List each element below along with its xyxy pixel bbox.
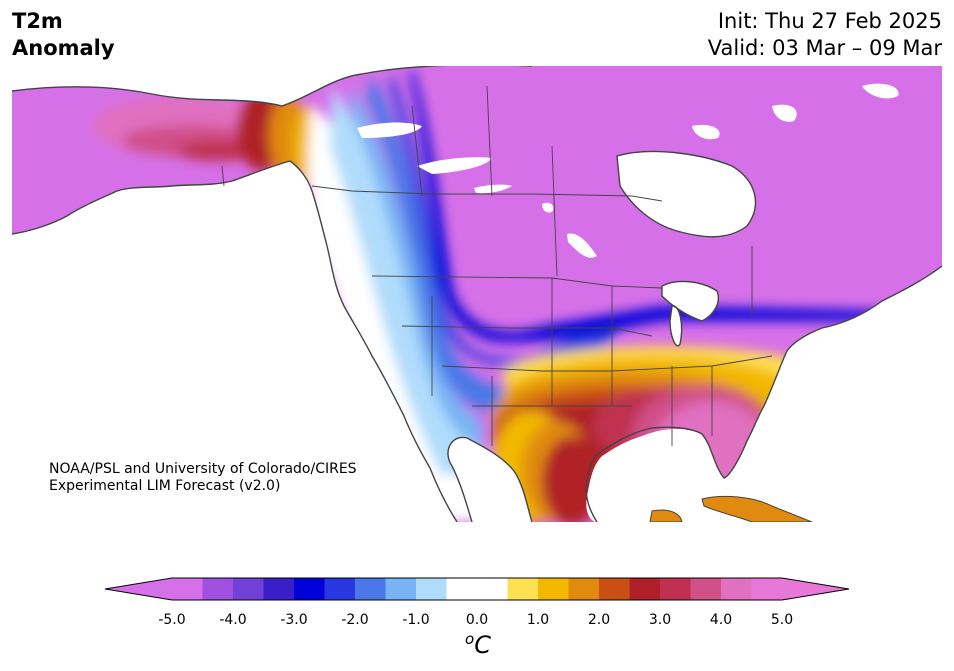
colorbar-tick-label: -5.0: [158, 612, 186, 628]
colorbar-tick-label: 3.0: [648, 612, 672, 628]
credit-line-2: Experimental LIM Forecast (v2.0): [49, 478, 281, 494]
colorbar-over-arrow: [782, 578, 849, 600]
colorbar-outline: [104, 577, 850, 601]
colorbar-tick-label: -2.0: [341, 612, 369, 628]
forecast-dates: Init: Thu 27 Feb 2025 Valid: 03 Mar – 09…: [708, 8, 942, 62]
colorbar-cell: [538, 578, 569, 600]
unit-degree: o: [465, 630, 475, 648]
colorbar-tick-label: 0.0: [465, 612, 489, 628]
colorbar-cell: [660, 578, 691, 600]
colorbar: [104, 577, 850, 601]
colorbar-cell: [324, 578, 356, 600]
colorbar-cell: [477, 578, 508, 600]
colorbar-tick-label: 1.0: [526, 612, 550, 628]
colorbar-cell: [751, 578, 783, 600]
colorbar-cell: [629, 578, 661, 600]
colorbar-tick-label: 5.0: [770, 612, 794, 628]
colorbar-cell: [202, 578, 234, 600]
water-bodies: [357, 83, 899, 346]
init-date: Init: Thu 27 Feb 2025: [717, 9, 942, 33]
colorbar-tick-label: -3.0: [280, 612, 308, 628]
colorbar-tick-label: -4.0: [219, 612, 247, 628]
colorbar-cell: [599, 578, 630, 600]
colorbar-cell: [507, 578, 539, 600]
colorbar-cell: [721, 578, 752, 600]
colorbar-cell: [416, 578, 447, 600]
credit-text: NOAA/PSL and University of Colorado/CIRE…: [49, 461, 357, 495]
anomaly-field: [12, 66, 942, 522]
colorbar-ticks: -5.0 -4.0 -3.0 -2.0 -1.0 0.0 1.0 2.0 3.0 4.0 5.0: [0, 612, 954, 632]
colorbar-unit: oC: [465, 630, 491, 659]
colorbar-cell: [568, 578, 600, 600]
colorbar-tick-label: -1.0: [402, 612, 430, 628]
anomaly-map: [12, 66, 942, 522]
coastlines: [12, 66, 942, 522]
colorbar-cell: [233, 578, 264, 600]
colorbar-cell: [172, 578, 203, 600]
colorbar-cell: [690, 578, 722, 600]
credit-line-1: NOAA/PSL and University of Colorado/CIRE…: [49, 461, 357, 477]
colorbar-cell: [355, 578, 386, 600]
colorbar-tick-label: 2.0: [587, 612, 611, 628]
colorbar-cell: [385, 578, 417, 600]
colorbar-cell: [446, 578, 478, 600]
colorbar-under-arrow: [105, 578, 172, 600]
caribbean-islands: [649, 495, 813, 522]
map-title: T2m Anomaly: [12, 9, 115, 60]
colorbar-cell: [294, 578, 325, 600]
colorbar-tick-label: 4.0: [709, 612, 733, 628]
unit-letter: C: [474, 631, 491, 659]
colorbar-cell: [263, 578, 295, 600]
valid-range: Valid: 03 Mar – 09 Mar: [707, 36, 942, 60]
political-borders: [221, 85, 773, 446]
